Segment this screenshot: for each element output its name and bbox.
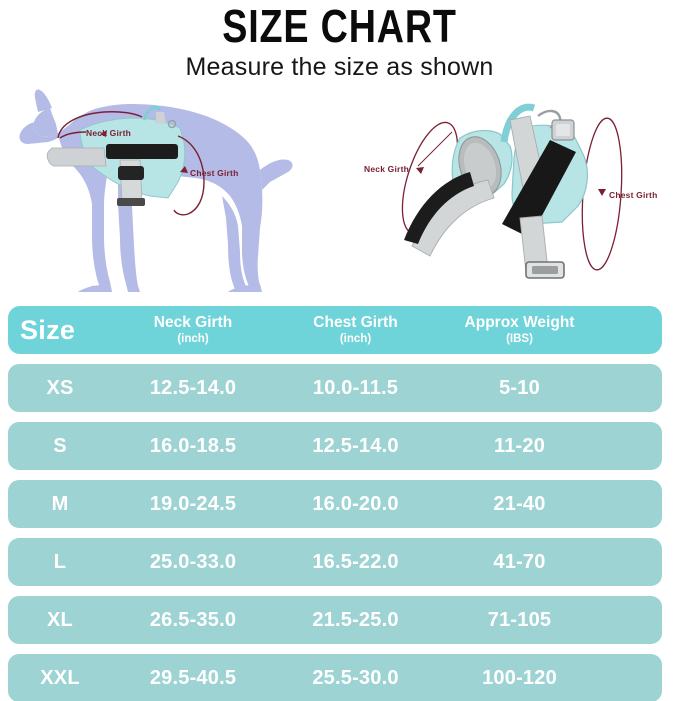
row-cell-chest-girth: 12.5-14.0 xyxy=(312,434,399,457)
row-cell-approx-weight: 21-40 xyxy=(493,492,546,515)
right-neck-girth-label: Neck Girth xyxy=(364,164,409,174)
right-chest-girth-label: Chest Girth xyxy=(609,190,658,200)
row-cell-size: S xyxy=(53,434,67,457)
harness-product-illustration: Neck Girth Chest Girth xyxy=(352,86,674,294)
neck-girth-leader-line xyxy=(417,131,453,167)
table-row: L 25.0-33.0 16.5-22.0 41-70 xyxy=(8,538,662,586)
column-header-size: Size xyxy=(20,314,76,345)
table-row: XXL 29.5-40.5 25.5-30.0 100-120 xyxy=(8,654,662,701)
chest-girth-arrow xyxy=(173,135,205,216)
row-cell-approx-weight: 11-20 xyxy=(493,434,546,457)
row-cell-approx-weight: 5-10 xyxy=(499,376,540,399)
row-cell-approx-weight: 71-105 xyxy=(487,608,552,631)
left-neck-girth-label: Neck Girth xyxy=(86,128,131,138)
column-header-neck-girth-label: Neck Girth xyxy=(153,313,233,331)
page-title: SIZE CHART xyxy=(222,0,457,52)
row-cell-neck-girth: 26.5-35.0 xyxy=(149,608,237,631)
row-cell-chest-girth: 25.5-30.0 xyxy=(312,666,399,689)
row-cell-size: M xyxy=(51,492,69,515)
column-header-neck-girth: Neck Girth (inch) xyxy=(112,313,274,345)
dog-harness-illustration: Neck Girth Chest Girth xyxy=(8,86,338,294)
table-header-row: Size Neck Girth (inch) Chest Girth (inch… xyxy=(8,306,662,354)
row-cell-size: XXL xyxy=(40,666,80,689)
column-header-approx-weight-unit: (IBS) xyxy=(506,332,533,345)
row-cell-size: L xyxy=(53,550,67,573)
row-cell-size: XL xyxy=(47,608,73,631)
table-row: XL 26.5-35.0 21.5-25.0 71-105 xyxy=(8,596,662,644)
dog-silhouette-svg xyxy=(19,89,293,292)
table-body: XS 12.5-14.0 10.0-11.5 5-10 S 16.0-18.5 12.5-1… xyxy=(8,364,662,701)
harness-product-svg xyxy=(401,103,623,279)
row-cell-chest-girth: 10.0-11.5 xyxy=(312,376,399,399)
size-chart-table: Size Neck Girth (inch) Chest Girth (inch… xyxy=(8,306,662,701)
row-cell-chest-girth: 16.0-20.0 xyxy=(312,492,399,515)
row-cell-neck-girth: 25.0-33.0 xyxy=(149,550,237,573)
row-cell-neck-girth: 29.5-40.5 xyxy=(149,666,237,689)
left-chest-girth-label: Chest Girth xyxy=(190,168,239,178)
table-row: XS 12.5-14.0 10.0-11.5 5-10 xyxy=(8,364,662,412)
row-cell-approx-weight: 41-70 xyxy=(493,550,546,573)
table-row: M 19.0-24.5 16.0-20.0 21-40 xyxy=(8,480,662,528)
harness-on-dog-shape xyxy=(46,105,186,206)
table-row: S 16.0-18.5 12.5-14.0 11-20 xyxy=(8,422,662,470)
row-cell-chest-girth: 16.5-22.0 xyxy=(312,550,399,573)
row-cell-approx-weight: 100-120 xyxy=(482,666,557,689)
neck-girth-arrow xyxy=(57,111,143,139)
column-header-chest-girth-unit: (inch) xyxy=(339,332,372,345)
column-header-approx-weight-label: Approx Weight xyxy=(464,313,575,331)
harness-body-shape xyxy=(404,103,588,279)
row-cell-chest-girth: 21.5-25.0 xyxy=(312,608,399,631)
row-cell-size: XS xyxy=(46,376,74,399)
column-header-chest-girth-label: Chest Girth xyxy=(313,313,398,331)
row-cell-neck-girth: 19.0-24.5 xyxy=(149,492,237,515)
page-subtitle: Measure the size as shown xyxy=(185,53,494,81)
column-header-chest-girth: Chest Girth (inch) xyxy=(274,313,437,345)
row-cell-neck-girth: 16.0-18.5 xyxy=(149,434,237,457)
column-header-neck-girth-unit: (inch) xyxy=(177,332,209,345)
column-header-approx-weight: Approx Weight (IBS) xyxy=(437,313,602,345)
row-cell-neck-girth: 12.5-14.0 xyxy=(149,376,237,399)
